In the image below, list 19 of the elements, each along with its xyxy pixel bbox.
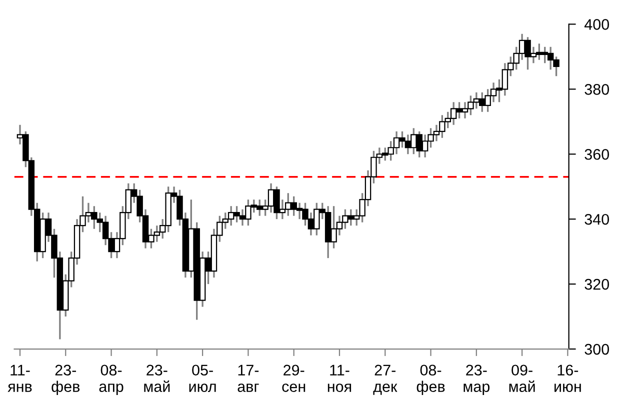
x-tick-label: 23-фев	[52, 364, 80, 396]
x-tick-label: 17-авг	[238, 364, 259, 392]
x-tick-label: 23-май	[144, 364, 170, 392]
x-tick-label: 29-сен	[282, 364, 306, 392]
y-tick-label: 400	[584, 19, 610, 30]
x-tick-label: 11-ноя	[328, 364, 352, 392]
x-tick-label: 09-май	[509, 364, 535, 392]
y-tick-label: 360	[584, 148, 610, 160]
y-tick-label: 320	[584, 278, 610, 290]
x-tick-label: 05-июл	[189, 364, 216, 392]
y-tick-label: 380	[584, 84, 610, 95]
x-tick-label: 27-дек	[373, 364, 398, 395]
x-tick-label: 16-июн	[554, 364, 581, 392]
x-tick-label: 08-фев	[416, 364, 445, 396]
y-tick-label: 340	[584, 214, 610, 225]
x-tick-label: 11-янв	[8, 364, 32, 392]
x-tick-label: 23-мар	[464, 364, 490, 396]
y-tick-label: 300	[584, 344, 610, 355]
x-tick-label: 08-апр	[99, 364, 124, 396]
